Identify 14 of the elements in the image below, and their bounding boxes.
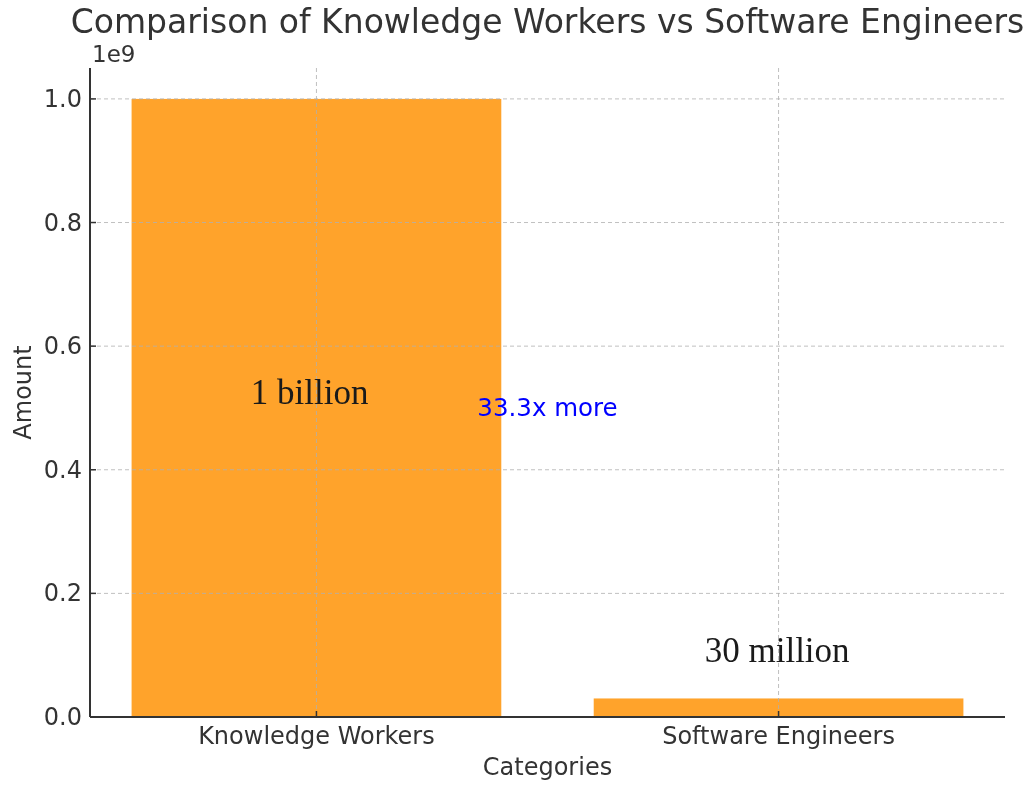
y-tick-label: 1.0: [43, 84, 82, 113]
chart-title: Comparison of Knowledge Workers vs Software Engineers: [70, 2, 1025, 41]
text: 1e9: [92, 41, 136, 67]
x-axis-title: Categories: [482, 753, 613, 781]
x-tick-label: Software Engineers: [662, 722, 895, 750]
annotation: 30 million: [704, 630, 850, 670]
y-tick-label: 0.2: [43, 579, 82, 608]
y-tick-label: 0.4: [43, 455, 82, 484]
y-tick-label: 0.0: [43, 703, 82, 731]
y-axis-title: Amount: [9, 345, 37, 440]
y-tick-label: 0.6: [43, 332, 82, 361]
y-tick-label: 0.8: [43, 208, 82, 237]
x-tick-label: Knowledge Workers: [198, 722, 435, 750]
annotation: 1 billion: [250, 373, 369, 412]
